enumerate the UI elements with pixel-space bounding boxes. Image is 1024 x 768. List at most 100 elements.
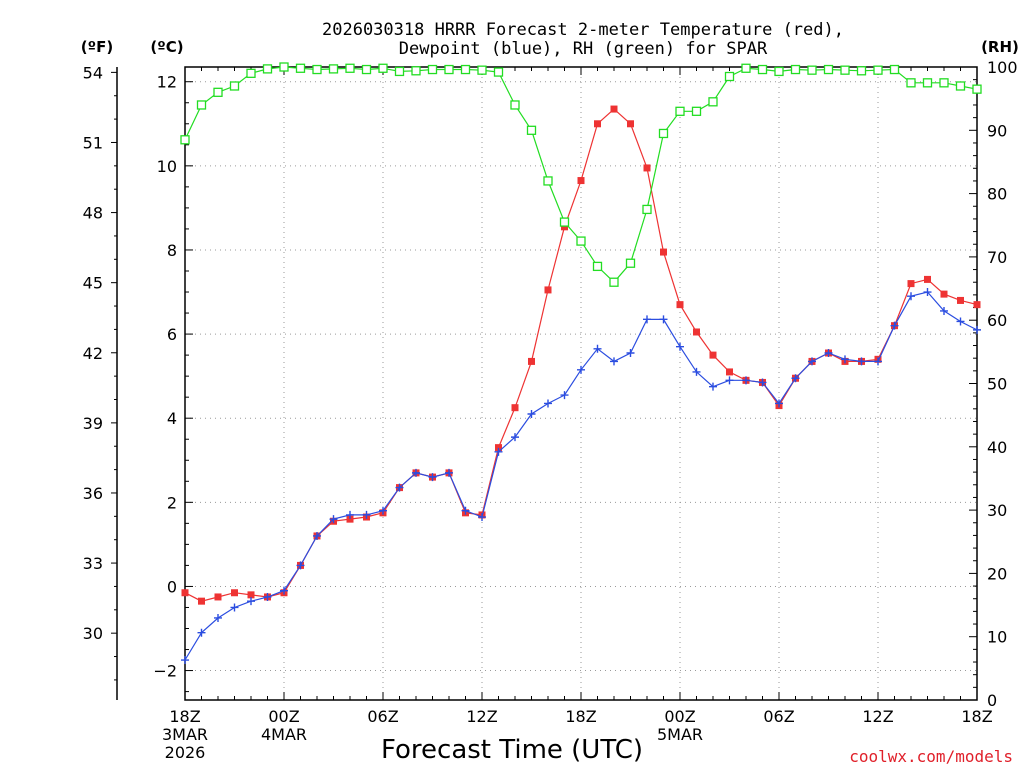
rh-point	[411, 66, 421, 76]
rh-point	[361, 64, 372, 75]
temperature-point	[643, 164, 651, 172]
dewpoint-point	[511, 433, 519, 442]
rh-tick-label: 80	[987, 185, 1007, 204]
x-tick-label: 12Z	[466, 707, 497, 726]
temperature-point	[907, 280, 915, 288]
x-tick-label: 2026	[165, 743, 206, 762]
dewpoint-point	[181, 656, 189, 665]
fahrenheit-tick-label: 42	[83, 344, 103, 363]
rh-point	[477, 65, 487, 75]
celsius-tick-label: 0	[167, 577, 177, 596]
rh-point	[460, 64, 471, 75]
fahrenheit-tick-label: 45	[83, 274, 103, 293]
fahrenheit-tick-label: 48	[83, 204, 103, 223]
rh-point	[378, 63, 388, 73]
fahrenheit-tick-label: 36	[83, 484, 103, 503]
rh-tick-label: 100	[987, 58, 1018, 77]
rh-point	[262, 64, 273, 74]
dewpoint-point	[362, 510, 371, 519]
rh-tick-label: 0	[987, 691, 997, 710]
tick-labels: −2 0 2 4 6 8 10 12 30 33 36 39 42 45 48 51 54 0 10 20 30 40 50…	[83, 58, 1018, 762]
temperature-point	[676, 301, 684, 309]
dewpoint-point	[725, 376, 734, 385]
rh-point	[625, 258, 636, 268]
dewpoint-point	[659, 315, 668, 324]
rh-point	[972, 84, 982, 94]
fahrenheit-tick-label: 39	[83, 414, 103, 433]
dewpoint-point	[626, 349, 635, 358]
rh-point	[526, 125, 537, 135]
rh-point	[955, 81, 966, 91]
celsius-axis-unit: (ºC)	[150, 38, 183, 56]
temperature-point	[940, 290, 948, 298]
fahrenheit-tick-label: 54	[83, 63, 103, 82]
rh-point	[939, 78, 949, 88]
plot-frame	[184, 66, 978, 701]
x-tick-label: 4MAR	[261, 725, 307, 744]
rh-point	[922, 78, 933, 88]
rh-point	[213, 87, 223, 97]
dewpoint-point	[527, 409, 536, 418]
x-tick-label: 3MAR	[162, 725, 208, 744]
series-rh	[180, 62, 982, 287]
dewpoint-point	[791, 374, 800, 383]
dewpoint-point	[214, 613, 222, 622]
temperature-point	[709, 351, 717, 359]
dewpoint-point	[478, 513, 486, 522]
rh-point	[642, 204, 652, 215]
x-axis-title: Forecast Time (UTC)	[381, 735, 643, 765]
temperature-point	[726, 368, 733, 376]
rh-point	[840, 65, 850, 75]
temperature-point	[495, 444, 502, 452]
dewpoint-point	[973, 325, 981, 334]
chart-title-line2: Dewpoint (blue), RH (green) for SPAR	[399, 39, 768, 59]
dewpoint-point	[230, 603, 239, 612]
rh-point	[675, 106, 685, 116]
dewpoint-point	[758, 378, 767, 387]
dewpoint-point	[494, 447, 503, 456]
x-tick-label: 00Z	[664, 707, 695, 726]
celsius-tick-label: 6	[167, 325, 177, 344]
temperature-point	[924, 275, 931, 283]
rh-point	[741, 63, 751, 73]
rh-tick-label: 50	[987, 375, 1007, 394]
x-tick-label: 18Z	[169, 707, 200, 726]
temperature-point	[528, 357, 535, 365]
rh-point	[229, 81, 240, 91]
rh-point	[708, 97, 718, 107]
rh-point	[757, 64, 768, 75]
rh-tick-label: 10	[987, 628, 1007, 647]
series-temperature	[181, 105, 981, 605]
chart-title-line1: 2026030318 HRRR Forecast 2-meter Tempera…	[322, 20, 844, 40]
temperature-point	[693, 328, 700, 336]
rh-point	[295, 63, 306, 73]
temperature-point	[594, 120, 601, 128]
dewpoint-point	[775, 399, 783, 408]
temperature-point	[231, 589, 238, 597]
fahrenheit-tick-label: 33	[83, 554, 103, 573]
dewpoint-point	[923, 288, 932, 297]
rh-point	[312, 64, 322, 75]
dewpoint-point	[692, 367, 701, 376]
rh-point	[790, 64, 801, 75]
rh-axis-unit: (RH)	[981, 38, 1019, 56]
celsius-tick-label: 2	[167, 493, 177, 512]
dewpoint-point	[709, 382, 717, 391]
rh-point	[180, 135, 190, 145]
dewpoint-point	[577, 365, 585, 374]
temperature-point	[627, 120, 634, 128]
axes	[111, 66, 978, 701]
rh-point	[510, 100, 520, 110]
dewpoint-point	[956, 317, 965, 326]
dewpoint-point	[742, 376, 750, 385]
rh-tick-label: 30	[987, 501, 1007, 520]
dewpoint-point	[808, 357, 816, 366]
x-tick-label: 06Z	[763, 707, 794, 726]
celsius-tick-label: 4	[167, 409, 177, 428]
rh-point	[774, 66, 784, 77]
dewpoint-point	[197, 628, 206, 637]
rh-point	[328, 64, 339, 74]
rh-point	[559, 217, 570, 227]
rh-point	[889, 64, 900, 75]
